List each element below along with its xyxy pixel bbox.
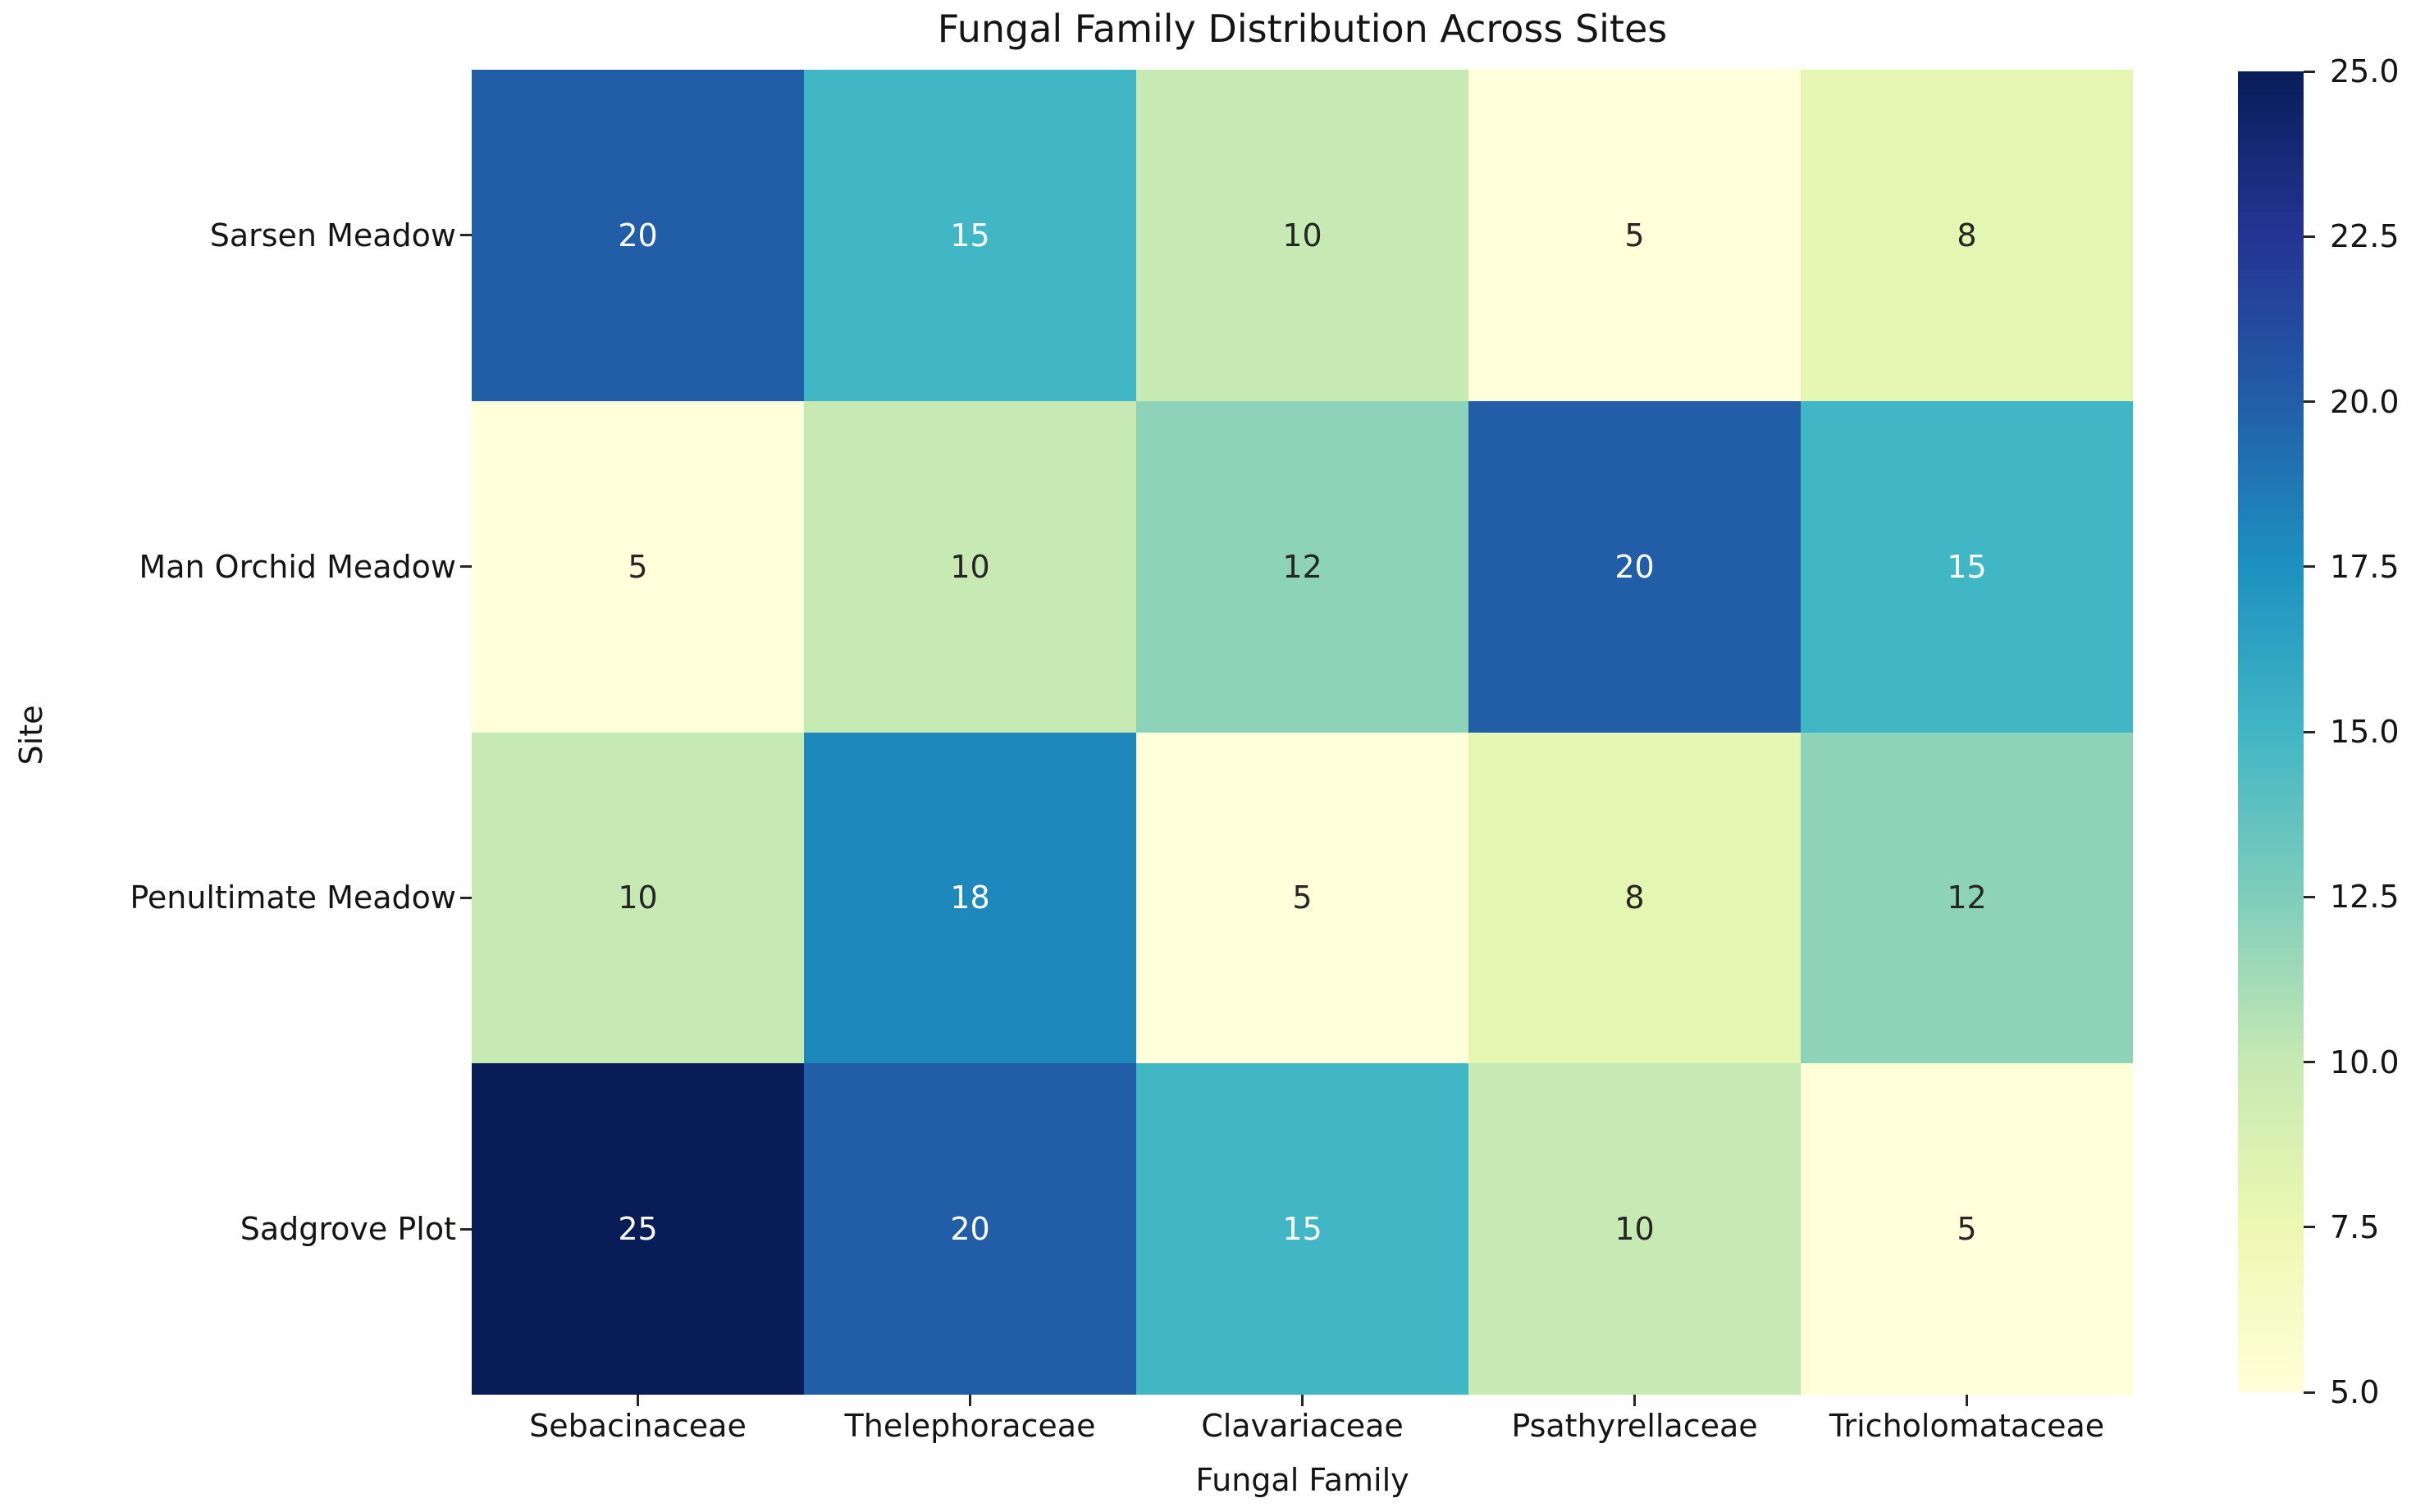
x-tick-mark [1633,1395,1636,1406]
heatmap-cell: 20 [804,1063,1136,1395]
heatmap-cell: 10 [1468,1063,1801,1395]
y-tick-mark [460,896,472,899]
heatmap-cell: 5 [1136,732,1468,1064]
heatmap-grid: 20 15 10 5 8 5 10 12 20 15 10 18 5 8 12 25 20 15 10 5 [472,70,2133,1395]
heatmap-cell: 15 [1801,400,2133,733]
cell-value: 20 [618,217,658,254]
cell-value: 10 [618,879,658,916]
y-tick-mark [460,1227,472,1231]
cell-value: 20 [1614,548,1655,585]
y-tick-label: Sarsen Meadow [209,217,456,254]
y-tick-label: Sadgrove Plot [240,1211,456,1248]
colorbar-tick-label: 5.0 [2330,1374,2380,1410]
colorbar-tick-label: 20.0 [2330,383,2400,420]
x-tick-mark [637,1395,639,1406]
cell-value: 20 [950,1211,990,1248]
x-tick-label: Psathyrellaceae [1511,1408,1758,1444]
colorbar [2238,71,2304,1392]
y-tick-label: Penultimate Meadow [130,879,456,916]
x-tick-label: Sebacinaceae [529,1408,747,1444]
y-tick-mark [460,565,472,569]
heatmap-cell: 15 [804,70,1136,401]
y-axis-title: Site [13,705,49,765]
heatmap-cell: 8 [1468,732,1801,1064]
colorbar-tick-label: 12.5 [2330,879,2400,916]
colorbar-tick-mark [2304,1061,2315,1063]
cell-value: 18 [950,879,990,916]
heatmap-cell: 15 [1136,1063,1468,1395]
heatmap-cell: 20 [472,70,804,401]
heatmap-cell: 12 [1136,400,1468,733]
heatmap-cell: 20 [1468,400,1801,733]
cell-value: 10 [1282,217,1322,254]
colorbar-tick-label: 22.5 [2330,218,2400,255]
colorbar-tick-label: 15.0 [2330,714,2400,750]
cell-value: 5 [1624,217,1645,254]
cell-value: 12 [1947,879,1987,916]
cell-value: 8 [1957,217,1977,254]
colorbar-tick-label: 25.0 [2330,53,2400,89]
heatmap-cell: 10 [804,400,1136,733]
colorbar-tick-mark [2304,1226,2315,1229]
x-axis-title: Fungal Family [1195,1462,1409,1498]
y-tick-label: Man Orchid Meadow [139,548,456,585]
y-tick-mark [460,234,472,237]
colorbar-tick-label: 7.5 [2330,1208,2380,1245]
heatmap-cell: 18 [804,732,1136,1064]
cell-value: 15 [950,217,990,254]
cell-value: 15 [1947,548,1987,585]
cell-value: 5 [1957,1211,1977,1248]
cell-value: 5 [1292,879,1313,916]
x-tick-label: Clavariaceae [1201,1408,1404,1444]
cell-value: 8 [1624,879,1645,916]
heatmap-cell: 12 [1801,732,2133,1064]
colorbar-tick-mark [2304,70,2315,73]
heatmap-cell: 5 [1468,70,1801,401]
heatmap-cell: 25 [472,1063,804,1395]
colorbar-tick-mark [2304,1391,2315,1394]
chart-title: Fungal Family Distribution Across Sites [937,7,1668,51]
heatmap-cell: 5 [1801,1063,2133,1395]
heatmap-cell: 10 [472,732,804,1064]
heatmap-cell: 8 [1801,70,2133,401]
x-tick-label: Thelephoraceae [844,1408,1096,1444]
colorbar-tick-mark [2304,730,2315,733]
colorbar-tick-mark [2304,400,2315,403]
x-tick-label: Tricholomataceae [1829,1408,2105,1444]
cell-value: 10 [950,548,990,585]
cell-value: 5 [628,548,648,585]
cell-value: 12 [1282,548,1322,585]
cell-value: 10 [1614,1211,1655,1248]
colorbar-tick-label: 17.5 [2330,548,2400,585]
x-tick-mark [1301,1395,1304,1406]
cell-value: 15 [1282,1211,1322,1248]
heatmap-cell: 10 [1136,70,1468,401]
cell-value: 25 [618,1211,658,1248]
colorbar-tick-mark [2304,235,2315,238]
colorbar-tick-label: 10.0 [2330,1044,2400,1080]
x-tick-mark [969,1395,971,1406]
colorbar-tick-mark [2304,895,2315,898]
colorbar-tick-mark [2304,565,2315,569]
heatmap-cell: 5 [472,400,804,733]
x-tick-mark [1966,1395,1968,1406]
